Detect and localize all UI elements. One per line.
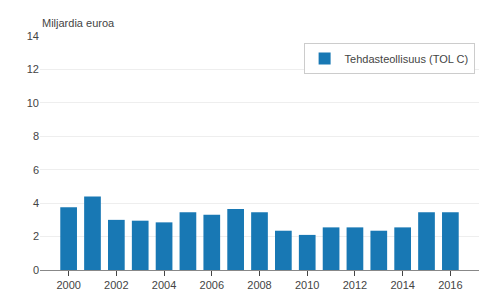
svg-text:2000: 2000 (56, 279, 80, 291)
svg-text:Tehdasteollisuus (TOL C): Tehdasteollisuus (TOL C) (345, 53, 469, 65)
svg-text:2006: 2006 (200, 279, 224, 291)
svg-text:12: 12 (27, 63, 39, 75)
svg-text:8: 8 (33, 130, 39, 142)
svg-text:2: 2 (33, 230, 39, 242)
svg-text:6: 6 (33, 164, 39, 176)
svg-text:2004: 2004 (152, 279, 176, 291)
svg-text:14: 14 (27, 30, 39, 42)
svg-text:0: 0 (33, 264, 39, 276)
svg-text:4: 4 (33, 197, 39, 209)
svg-text:2014: 2014 (390, 279, 414, 291)
svg-text:Miljardia euroa: Miljardia euroa (42, 17, 115, 29)
svg-text:2008: 2008 (247, 279, 271, 291)
svg-text:2002: 2002 (104, 279, 128, 291)
svg-text:10: 10 (27, 97, 39, 109)
svg-text:2012: 2012 (343, 279, 367, 291)
svg-text:2016: 2016 (438, 279, 462, 291)
svg-text:2010: 2010 (295, 279, 319, 291)
